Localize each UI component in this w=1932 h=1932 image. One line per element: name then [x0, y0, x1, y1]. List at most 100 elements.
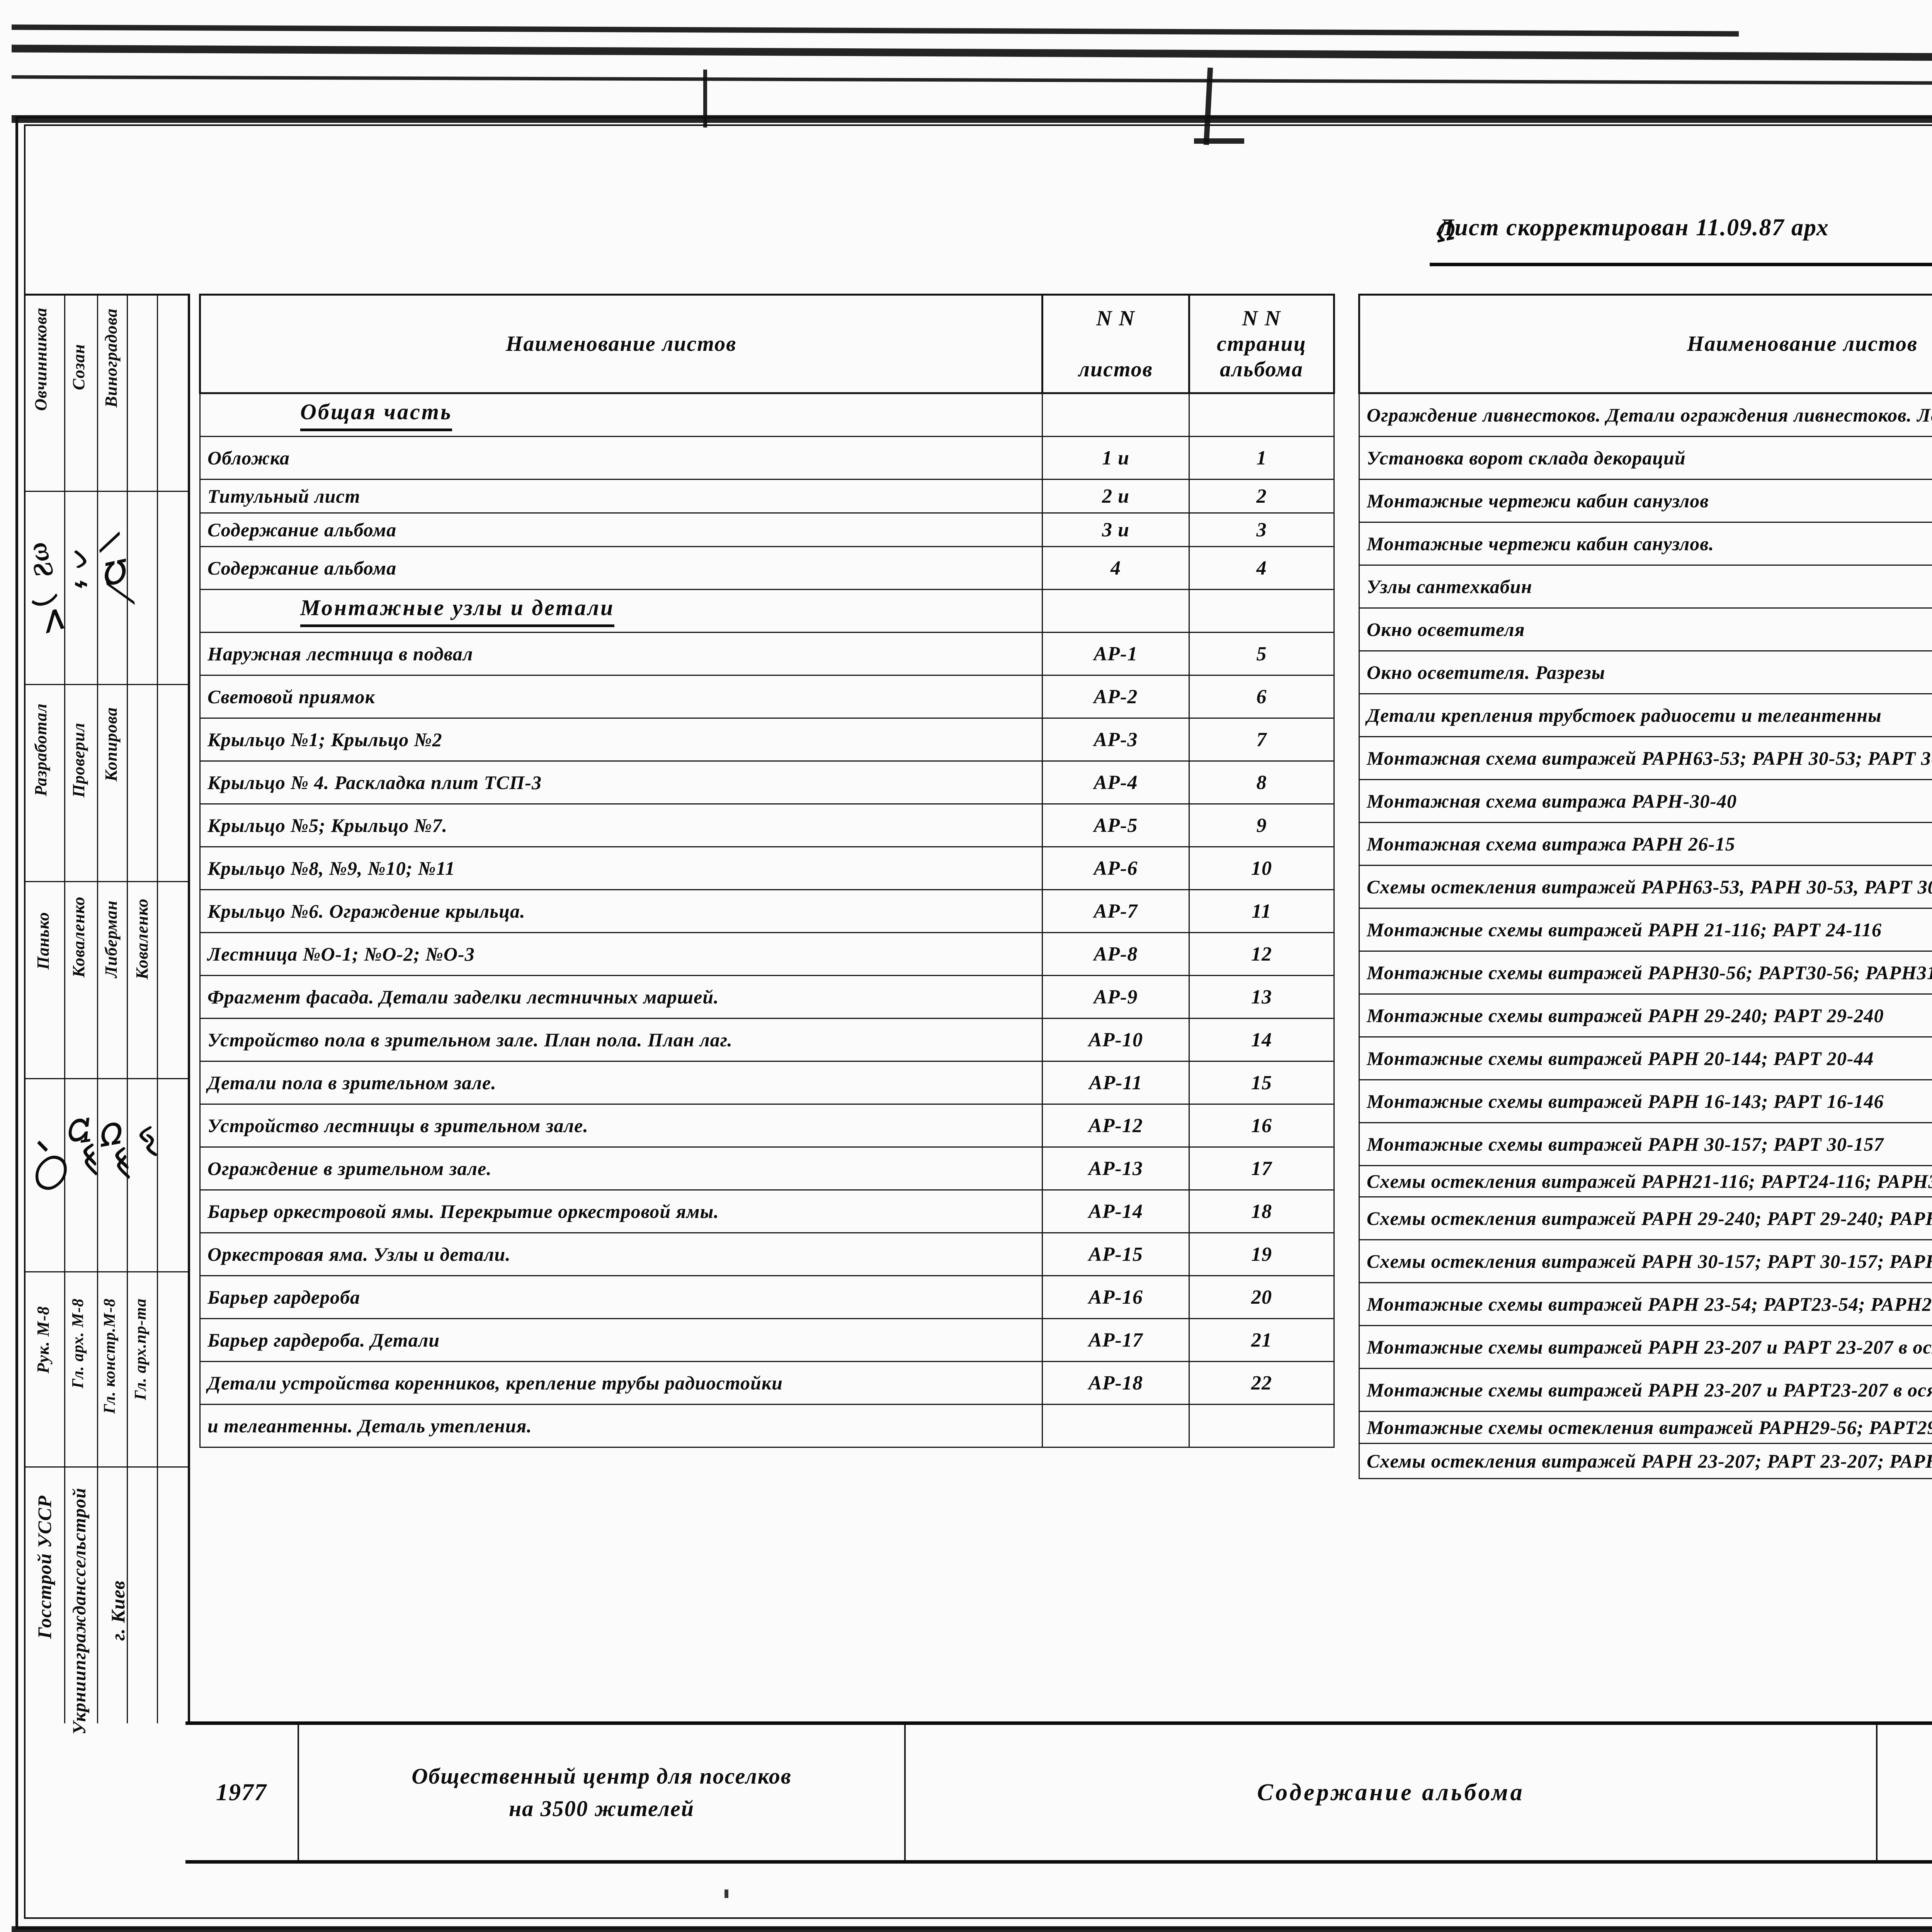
table-row: Барьер гардероба. Детали АР-17 21 — [199, 1318, 1335, 1362]
row-sheet: АР-16 — [1042, 1275, 1190, 1319]
section-title-montazhnye-uzly: Монтажные узлы и детали — [300, 595, 615, 627]
title-block-divider — [1876, 1725, 1878, 1860]
title-block-object-line1: Общественный центр для поселков — [412, 1763, 792, 1789]
row-name: Схемы остекления витражей РАРН 30-157; Р… — [1359, 1239, 1932, 1283]
row-name: Оркестровая яма. Узлы и детали. — [199, 1232, 1043, 1276]
row-name: Монтажные схемы витражей РАРН 21-116; РА… — [1359, 908, 1932, 952]
row-name: Крыльцо №5; Крыльцо №7. — [199, 803, 1043, 847]
row-sheet: 2 и — [1042, 479, 1190, 514]
section-page-cell — [1189, 393, 1335, 437]
row-page: 16 — [1189, 1104, 1335, 1148]
row-name: Детали устройства коренников, крепление … — [199, 1361, 1043, 1405]
row-sheet: 4 — [1042, 546, 1190, 590]
table-row: Монтажные схемы витражей РАРН 30-157; РА… — [1359, 1122, 1932, 1166]
row-sheet: АР-10 — [1042, 1018, 1190, 1062]
row-page: 19 — [1189, 1232, 1335, 1276]
table-row: Устройство лестницы в зрительном зале. А… — [199, 1104, 1335, 1148]
row-name: Содержание альбома — [199, 512, 1043, 547]
row-name: Фрагмент фасада. Детали заделки лестничн… — [199, 975, 1043, 1019]
table-row: Монтажные схемы витражей РАРН 23-54; РАР… — [1359, 1282, 1932, 1326]
stamp-col-divider — [127, 294, 128, 1723]
stamp-role-proveril: Проверил — [69, 723, 88, 798]
stamp-position-gl-konstr-m8: Гл. констр.М-8 — [101, 1298, 119, 1414]
row-sheet: 3 и — [1042, 512, 1190, 547]
table-row: Окно осветителя АР-24 28 — [1359, 607, 1932, 651]
table-row: Фрагмент фасада. Детали заделки лестничн… — [199, 975, 1335, 1019]
header-page-stranic: страниц — [1217, 332, 1306, 356]
table-row: Схемы остекления витражей РАРН 23-207; Р… — [1359, 1443, 1932, 1479]
row-name: Монтажные схемы витражей РАРН 23-207 и Р… — [1359, 1368, 1932, 1412]
row-sheet: АР-11 — [1042, 1061, 1190, 1105]
row-page: 4 — [1189, 546, 1335, 590]
row-name: Установка ворот склада декораций — [1359, 436, 1932, 480]
row-name: Крыльцо № 4. Раскладка плит ТСП-3 — [199, 760, 1043, 804]
correction-note-text: Лист скорректирован 11.09.87 арх — [1437, 214, 1829, 241]
stamp-position-gl-arh-m8: Гл. арх. М-8 — [69, 1298, 87, 1389]
stamp-name-ovchinnikova: Овчинникова — [31, 308, 50, 411]
row-page: 10 — [1189, 846, 1335, 890]
stamp-row-divider — [26, 1271, 188, 1272]
table-row: Устройство пола в зрительном зале. План … — [199, 1018, 1335, 1062]
row-sheet: АР-14 — [1042, 1189, 1190, 1233]
table-row: Монтажные чертежи кабин санузлов. АР-22 … — [1359, 522, 1932, 566]
table-row: Наружная лестница в подвал АР-1 5 — [199, 632, 1335, 676]
stamp-row-divider — [26, 1466, 188, 1468]
stamp-name-liberman: Либерман — [102, 900, 121, 978]
row-name: Монтажные схемы витражей РАРН 16-143; РА… — [1359, 1079, 1932, 1123]
left-index-table: Наименование листов N N листов N N стран… — [199, 294, 1335, 1448]
table-row: Монтажные схемы остекления витражей РАРН… — [1359, 1411, 1932, 1444]
table-row: Узлы сантехкабин АР-23 27 — [1359, 565, 1932, 609]
row-name: Крыльцо №1; Крыльцо №2 — [199, 718, 1043, 762]
stamp-org-city: г. Киев — [107, 1580, 129, 1641]
header-sheet-listov: листов — [1078, 357, 1153, 381]
stamp-position-gl-arh-proekta: Гл. арх.пр-та — [132, 1298, 150, 1400]
table-row: и телеантенны. Деталь утепления. — [199, 1404, 1335, 1448]
row-name: Монтажная схема витража РАРН 26-15 — [1359, 822, 1932, 866]
table-row: Монтажная схема витража РАРН-30-40 АР-28… — [1359, 779, 1932, 823]
right-index-table-wrapper: Наименование листов N N листов N N стран… — [1358, 294, 1932, 1479]
header-page-nn: N N — [1242, 306, 1281, 330]
row-page: 20 — [1189, 1275, 1335, 1319]
table-row: Детали пола в зрительном зале. АР-11 15 — [199, 1061, 1335, 1105]
row-page: 11 — [1189, 889, 1335, 933]
drawing-outer-border — [15, 116, 1932, 1930]
table-section-row: Монтажные узлы и детали — [199, 589, 1335, 633]
scan-artifact-band — [11, 24, 1739, 37]
scan-artifact-band — [12, 75, 1932, 87]
row-name: Световой приямок — [199, 675, 1043, 719]
row-page: 14 — [1189, 1018, 1335, 1062]
header-sheet-name: Наименование листов — [1358, 294, 1932, 394]
title-block-year: 1977 — [216, 1779, 267, 1806]
scan-artifact-band — [11, 44, 1932, 64]
table-row: Схемы остекления витражей РАРН63-53, РАР… — [1359, 865, 1932, 909]
row-name: Монтажные схемы остекления витражей РАРН… — [1359, 1411, 1932, 1444]
title-block: 1977 Общественный центр для поселков на … — [185, 1721, 1932, 1864]
row-name: Титульный лист — [199, 479, 1043, 514]
section-sheet-cell — [1042, 393, 1190, 437]
left-index-table-wrapper: Наименование листов N N листов N N стран… — [199, 294, 1335, 1448]
section-cell: Общая часть — [199, 393, 1043, 437]
section-sheet-cell — [1042, 589, 1190, 633]
stamp-row-divider — [26, 491, 188, 492]
table-row: Содержание альбома 3 и 3 — [199, 512, 1335, 547]
table-row: Барьер гардероба АР-16 20 — [199, 1275, 1335, 1319]
stamp-org-ukrniip: Укрниипгражданссельстрой — [69, 1488, 90, 1735]
row-sheet — [1042, 1404, 1190, 1448]
row-sheet: АР-8 — [1042, 932, 1190, 976]
row-sheet: 1 и — [1042, 436, 1190, 480]
row-name: Устройство пола в зрительном зале. План … — [199, 1018, 1043, 1062]
right-table-body: Ограждение ливнестоков. Детали ограждени… — [1359, 393, 1932, 1479]
right-index-table: Наименование листов N N листов N N стран… — [1358, 294, 1932, 1479]
row-page: 2 — [1189, 479, 1335, 514]
row-name: Содержание альбома — [199, 546, 1043, 590]
stamp-row-divider — [26, 1078, 188, 1079]
table-row: Лестница №О-1; №О-2; №О-3 АР-8 12 — [199, 932, 1335, 976]
row-name: Монтажные схемы витражей РАРН 20-144; РА… — [1359, 1036, 1932, 1080]
table-row: Монтажная схема витража РАРН 26-15 АР-29… — [1359, 822, 1932, 866]
row-page: 9 — [1189, 803, 1335, 847]
stamp-col-divider — [97, 294, 98, 1723]
header-sheet-numbers: N N листов — [1041, 294, 1190, 394]
row-name: Детали крепления трубстоек радиосети и т… — [1359, 693, 1932, 737]
row-name: Барьер гардероба — [199, 1275, 1043, 1319]
row-name: Крыльцо №8, №9, №10; №11 — [199, 846, 1043, 890]
